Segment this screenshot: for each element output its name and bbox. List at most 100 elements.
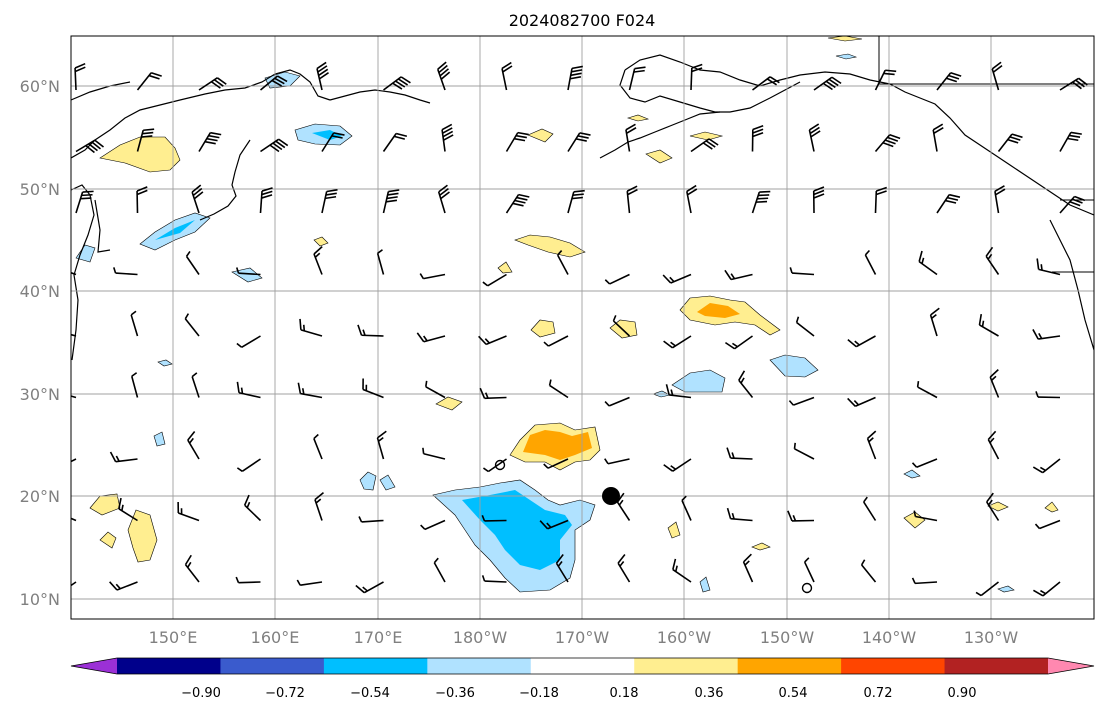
wind-barb — [376, 430, 387, 460]
wind-barb — [604, 458, 630, 465]
wind-barb — [479, 387, 507, 400]
map-background — [71, 36, 1094, 619]
wind-barb — [71, 581, 77, 587]
wind-barb — [932, 123, 944, 152]
wind-barb — [441, 123, 454, 152]
colorbar-tick-label: −0.54 — [350, 686, 390, 701]
wind-barb — [787, 510, 815, 522]
wind-barb — [436, 61, 451, 91]
wind-barb — [628, 66, 646, 91]
wind-barb — [847, 396, 876, 408]
wind-barb — [136, 186, 148, 214]
wind-barb — [913, 510, 938, 522]
wind-barb — [191, 184, 204, 214]
lon-label: 150°E — [149, 628, 198, 647]
wind-barb — [724, 335, 753, 350]
wind-barb — [296, 579, 323, 587]
wind-barb — [74, 62, 86, 91]
lat-label: 50°N — [20, 180, 60, 199]
wind-barb — [419, 273, 446, 280]
lat-label: 20°N — [20, 487, 60, 506]
wind-barb — [874, 186, 887, 214]
colorbar-segment — [944, 658, 1049, 674]
wind-barb — [382, 132, 408, 152]
wind-barb — [1033, 581, 1061, 597]
colorbar-extend-low — [71, 658, 117, 674]
lon-label: 150°W — [760, 628, 815, 647]
wind-barb — [916, 380, 938, 399]
longitude-labels: 150°E 160°E 170°E 180°W 170°W 160°W 150°… — [149, 628, 1019, 647]
wind-barb — [71, 333, 77, 337]
wind-barb — [505, 193, 530, 214]
wind-barb — [109, 581, 138, 591]
wind-barb — [243, 494, 262, 522]
wind-barb — [1034, 519, 1061, 530]
wind-barb — [911, 577, 938, 585]
wind-barb — [788, 396, 815, 406]
wind-barb — [975, 581, 999, 597]
colorbar-tick-label: −0.36 — [435, 686, 475, 701]
wind-barb — [314, 492, 324, 521]
wind-barb — [991, 61, 1003, 91]
wind-barb — [555, 554, 569, 583]
borders — [878, 36, 1094, 273]
lon-label: 160°E — [251, 628, 300, 647]
wind-barb — [236, 381, 261, 399]
wind-barb — [478, 335, 507, 346]
wind-barb — [235, 267, 261, 276]
wind-barb — [420, 519, 446, 531]
wind-barb — [738, 370, 754, 398]
wind-barb — [681, 495, 692, 521]
colorbar-tick-label: 0.72 — [864, 686, 893, 701]
wind-barb — [136, 72, 162, 91]
wind-barb — [321, 132, 345, 152]
colorbar-tick-label: −0.72 — [265, 686, 305, 701]
wind-barb — [726, 507, 753, 522]
wind-barb — [113, 267, 138, 276]
colorbar-outline — [70, 657, 1095, 675]
wind-barb — [482, 273, 507, 287]
wind-barb — [75, 190, 94, 214]
wind-barb — [626, 185, 638, 214]
colorbar-tick-labels: −0.90 −0.72 −0.54 −0.36 −0.18 0.18 0.36 … — [181, 686, 976, 701]
wind-barb — [936, 72, 962, 91]
latitude-labels: 10°N 20°N 30°N 40°N 50°N 60°N — [20, 77, 60, 609]
wind-barb — [812, 186, 825, 214]
wind-barb — [617, 554, 631, 583]
lon-label: 180°W — [453, 628, 508, 647]
colorbar-tick-label: −0.18 — [519, 686, 559, 701]
wind-barb — [847, 335, 876, 348]
wind-barb — [198, 77, 227, 91]
wind-barb — [1059, 131, 1082, 152]
wind-barb — [1035, 391, 1061, 399]
lat-label: 30°N — [20, 385, 60, 404]
colorbar-segment — [634, 658, 739, 674]
wind-barb — [437, 184, 450, 214]
wind-barb — [321, 189, 338, 214]
wind-barb — [259, 75, 288, 91]
wind-barb — [548, 379, 569, 399]
wind-barb — [422, 447, 446, 460]
wind-barb — [793, 442, 815, 460]
map-frame — [70, 35, 1095, 620]
wind-barb — [929, 307, 940, 337]
wind-barb — [864, 249, 877, 275]
wind-barb — [109, 451, 138, 463]
wind-barb — [425, 380, 446, 399]
lon-label: 160°W — [657, 628, 712, 647]
wind-barb — [1036, 258, 1061, 276]
colorbar-segment — [117, 658, 221, 674]
open-circle-marker — [494, 459, 506, 471]
wind-barb — [936, 193, 961, 214]
wind-barb — [481, 515, 507, 522]
wind-barb — [539, 519, 569, 530]
wind-barb — [789, 267, 815, 276]
wind-barb — [874, 69, 897, 91]
storm-marker — [602, 487, 620, 505]
wind-barb — [75, 139, 105, 154]
wind-barb — [813, 76, 842, 91]
colorbar — [70, 657, 1095, 675]
wind-barb — [803, 557, 815, 583]
colorbar-tick-label: 0.90 — [948, 686, 977, 701]
wind-barb — [663, 335, 692, 349]
